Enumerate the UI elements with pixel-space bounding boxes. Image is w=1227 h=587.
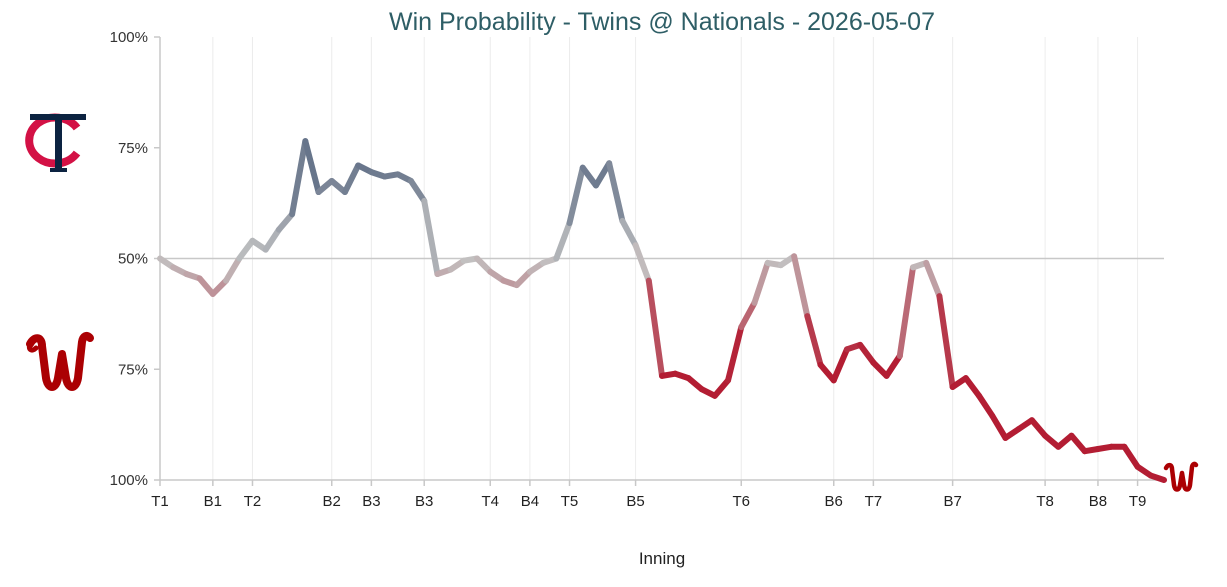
nationals-end-marker-icon [1163,461,1199,492]
chart-title: Win Probability - Twins @ Nationals - 20… [389,8,935,36]
win-prob-segment [817,361,837,384]
win-prob-segment [513,268,533,289]
win-prob-segment [1068,432,1088,455]
y-tick-label: 50% [118,251,148,268]
win-prob-segment [341,162,362,196]
y-tick-label: 100% [110,29,148,46]
win-prob-segment [275,211,296,233]
win-prob-segment [711,377,732,399]
x-tick-label: B3 [415,493,433,510]
twins-tc-logo-icon [25,113,86,172]
win-prob-segment [236,237,256,262]
win-prob-segment [791,253,811,320]
x-tick-label: B1 [204,493,222,510]
win-prob-segment [289,138,309,218]
x-tick-label: T9 [1129,493,1147,510]
x-tick-label: B3 [362,493,380,510]
win-prob-segment [725,324,745,384]
x-tick-label: T8 [1036,493,1054,510]
win-prob-segment [751,259,771,306]
x-tick-label: T1 [151,493,169,510]
win-prob-segment [579,164,599,189]
win-prob-segment [738,299,758,331]
win-prob-segment [421,197,441,278]
win-prob-segment [936,293,956,390]
win-prob-segment [302,138,322,196]
win-prob-segment [474,255,494,275]
win-prob-segment [619,217,639,249]
y-tick-label: 75% [118,140,148,157]
logo-layer [25,113,1199,492]
win-prob-segment [1147,472,1167,483]
x-tick-label: B4 [521,493,539,510]
y-tick-label: 75% [118,361,148,378]
win-prob-segment [923,259,943,300]
win-prob-segment [209,277,230,297]
win-prob-segment [566,164,586,227]
x-tick-label: T4 [482,493,500,510]
win-prob-segment [830,346,850,384]
x-tick-label: B5 [626,493,644,510]
win-prob-segment [262,226,282,253]
win-prob-segment [962,375,983,399]
win-prob-segment [976,392,996,419]
win-prob-segment [645,277,665,379]
win-prob-segment [989,412,1009,441]
win-prob-segment [223,255,243,284]
line-layer [157,138,1167,483]
win-prob-segment [1121,443,1141,470]
win-prob-segment [1028,417,1049,439]
win-prob-segment [870,359,890,379]
win-prob-segment [804,313,824,368]
nationals-w-logo-icon [26,331,94,391]
y-tick-label: 100% [110,472,148,489]
x-tick-label: T7 [865,493,883,510]
win-prob-segment [632,242,652,284]
x-axis-label: Inning [639,549,685,568]
x-tick-label: B7 [943,493,961,510]
x-tick-label: B2 [323,493,341,510]
win-prob-segment [857,341,877,366]
x-tick-label: B6 [825,493,843,510]
x-tick-label: T6 [733,493,751,510]
x-tick-label: B8 [1089,493,1107,510]
win-prob-segment [553,220,573,262]
win-prob-segment [606,160,626,224]
win-prob-segment [408,177,428,204]
win-prob-segment [196,275,216,297]
win-prob-segment [883,352,903,379]
x-tick-label: T5 [561,493,579,510]
win-prob-segment [896,264,916,359]
x-tick-label: T2 [244,493,262,510]
